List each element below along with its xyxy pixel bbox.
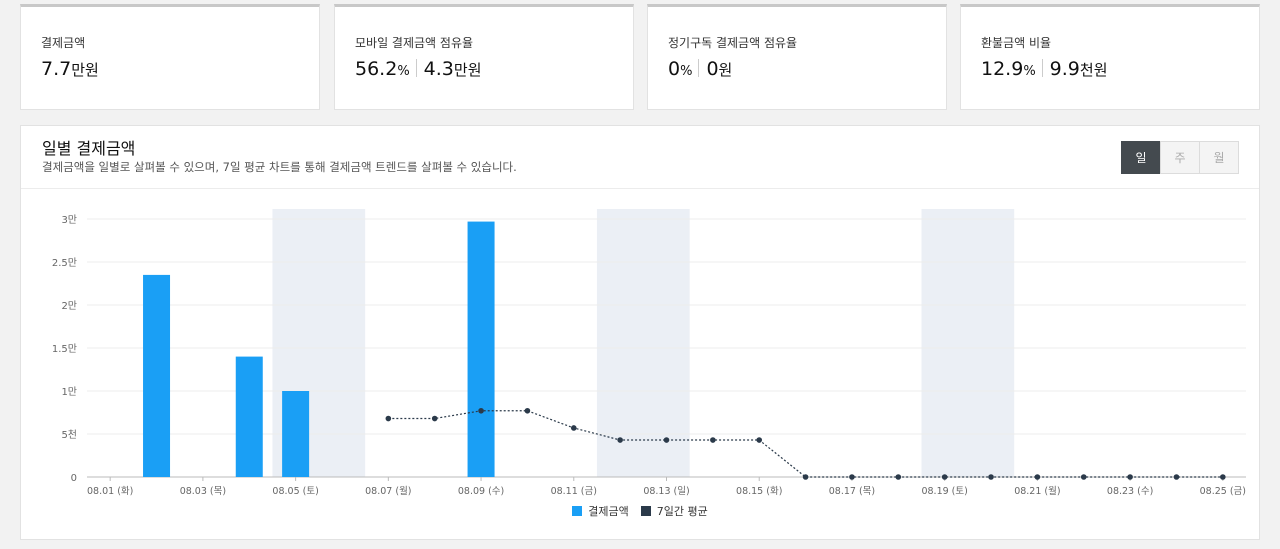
period-button-day[interactable]: 일: [1121, 141, 1161, 174]
value-separator: [698, 59, 700, 77]
card-label: 환불금액 비율: [981, 36, 1052, 50]
average-point: [710, 437, 716, 443]
card-value: 0% 0원: [668, 58, 732, 80]
average-point: [478, 407, 484, 414]
y-tick-label: 1.5만: [52, 343, 77, 355]
average-point: [1127, 474, 1133, 480]
x-tick-label: 08.03 (목): [180, 486, 226, 497]
average-point: [802, 474, 809, 480]
legend-swatch: [572, 506, 583, 516]
panel-title: 일별 결제금액: [42, 139, 136, 158]
average-point: [385, 415, 392, 422]
summary-card: 정기구독 결제금액 점유율 0% 0원: [647, 4, 947, 110]
weekend-band: [921, 209, 1015, 477]
average-point: [756, 437, 763, 443]
x-tick-label: 08.23 (수): [1107, 486, 1153, 497]
y-tick-label: 0: [71, 473, 77, 484]
y-tick-label: 3만: [61, 214, 77, 226]
value-number: 12.9: [981, 58, 1024, 80]
y-tick-label: 2.5만: [52, 257, 77, 269]
average-point: [524, 407, 531, 414]
value-unit: 천원: [1079, 61, 1108, 79]
value-number: 9.9: [1049, 58, 1080, 80]
period-button-week[interactable]: 주: [1160, 141, 1200, 174]
bar: [282, 391, 310, 477]
summary-card: 결제금액 7.7만원: [20, 4, 320, 110]
average-point: [1173, 474, 1180, 480]
panel-divider: [21, 188, 1259, 189]
value-number: 0: [706, 58, 719, 80]
value-number: 0: [668, 58, 681, 80]
bar: [235, 356, 263, 477]
period-button-month[interactable]: 월: [1199, 141, 1239, 174]
average-point: [988, 474, 994, 480]
card-value: 12.9% 9.9천원: [981, 58, 1108, 80]
panel-description: 결제금액을 일별로 살펴볼 수 있으며, 7일 평균 차트를 통해 결제금액 트…: [42, 160, 517, 174]
x-tick-label: 08.25 (금): [1200, 486, 1246, 497]
chart-legend: 결제금액 7일간 평균: [21, 503, 1259, 519]
legend-swatch: [640, 506, 651, 516]
y-tick-label: 2만: [61, 300, 77, 312]
value-number: 7.7: [41, 58, 72, 80]
x-tick-label: 08.15 (화): [736, 486, 782, 497]
card-label: 모바일 결제금액 점유율: [355, 36, 474, 50]
value-separator: [415, 59, 417, 77]
legend-label: 결제금액: [588, 505, 629, 518]
daily-payment-panel: 일별 결제금액 결제금액을 일별로 살펴볼 수 있으며, 7일 평균 차트를 통…: [20, 125, 1260, 540]
card-label: 정기구독 결제금액 점유율: [668, 36, 798, 50]
x-tick-label: 08.19 (토): [921, 486, 967, 497]
value-number: 56.2: [355, 58, 398, 80]
value-unit: %: [1023, 64, 1036, 79]
x-tick-label: 08.05 (토): [272, 486, 318, 497]
x-tick-label: 08.01 (화): [87, 486, 133, 497]
value-unit: %: [680, 64, 693, 79]
legend-item-7day-average[interactable]: 7일간 평균: [640, 503, 708, 519]
y-tick-label: 1만: [61, 386, 77, 398]
x-tick-label: 08.11 (금): [551, 486, 597, 497]
x-tick-label: 08.07 (월): [365, 485, 411, 497]
value-unit: 원: [718, 61, 733, 79]
value-number: 4.3: [423, 58, 454, 80]
average-point: [849, 474, 855, 480]
value-unit: 만원: [453, 61, 482, 79]
average-point: [570, 425, 577, 431]
value-separator: [1041, 59, 1043, 77]
average-point: [895, 474, 902, 480]
daily-payment-chart: 0 5천 1만 1.5만 2만 2.5만 3만 08.01 (화) 08.03 (목) 08.05…: [52, 209, 1246, 497]
summary-card: 환불금액 비율 12.9% 9.9천원: [960, 4, 1260, 110]
card-value: 7.7만원: [41, 58, 99, 80]
average-point: [663, 437, 670, 443]
average-point: [1034, 474, 1041, 480]
average-point: [1220, 474, 1226, 480]
summary-card: 모바일 결제금액 점유율 56.2% 4.3만원: [334, 4, 634, 110]
y-tick-label: 5천: [61, 429, 77, 441]
x-tick-label: 08.21 (월): [1014, 485, 1060, 497]
card-label: 결제금액: [41, 36, 86, 50]
average-point: [431, 415, 438, 422]
bar: [143, 274, 171, 477]
average-point: [1080, 474, 1087, 480]
average-point: [617, 437, 623, 443]
x-tick-label: 08.13 (일): [643, 486, 689, 497]
legend-item-payment[interactable]: 결제금액: [572, 503, 629, 519]
value-unit: 만원: [71, 61, 99, 79]
card-value: 56.2% 4.3만원: [355, 58, 482, 80]
x-tick-label: 08.09 (수): [458, 486, 504, 497]
average-line: [388, 410, 1223, 478]
value-unit: %: [397, 64, 410, 79]
legend-label: 7일간 평균: [656, 505, 708, 518]
x-tick-label: 08.17 (목): [829, 486, 875, 497]
average-point: [941, 474, 948, 480]
bar: [467, 221, 495, 477]
weekend-band: [596, 209, 690, 477]
